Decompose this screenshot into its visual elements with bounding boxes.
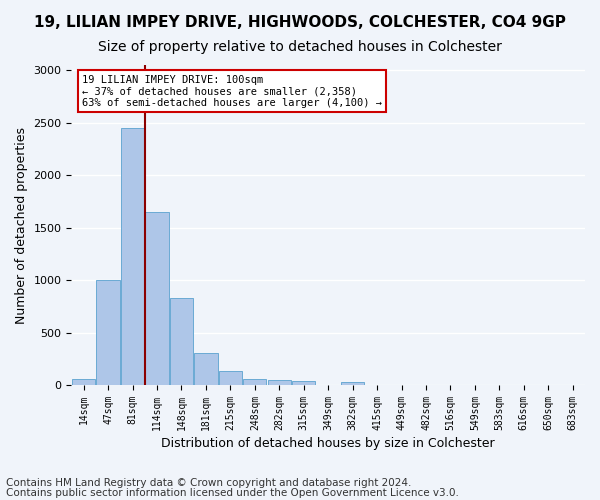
Bar — [145, 212, 169, 385]
Bar — [341, 382, 364, 385]
Text: Contains HM Land Registry data © Crown copyright and database right 2024.: Contains HM Land Registry data © Crown c… — [6, 478, 412, 488]
Bar — [243, 380, 266, 385]
Bar — [170, 298, 193, 385]
Bar — [292, 381, 316, 385]
Y-axis label: Number of detached properties: Number of detached properties — [15, 126, 28, 324]
Text: 19, LILIAN IMPEY DRIVE, HIGHWOODS, COLCHESTER, CO4 9GP: 19, LILIAN IMPEY DRIVE, HIGHWOODS, COLCH… — [34, 15, 566, 30]
Bar — [72, 379, 95, 385]
Bar — [121, 128, 144, 385]
Text: Size of property relative to detached houses in Colchester: Size of property relative to detached ho… — [98, 40, 502, 54]
Text: 19 LILIAN IMPEY DRIVE: 100sqm
← 37% of detached houses are smaller (2,358)
63% o: 19 LILIAN IMPEY DRIVE: 100sqm ← 37% of d… — [82, 74, 382, 108]
Bar — [268, 380, 291, 385]
Bar — [97, 280, 120, 385]
Bar — [194, 352, 218, 385]
Text: Contains public sector information licensed under the Open Government Licence v3: Contains public sector information licen… — [6, 488, 459, 498]
Bar — [219, 372, 242, 385]
X-axis label: Distribution of detached houses by size in Colchester: Distribution of detached houses by size … — [161, 437, 495, 450]
